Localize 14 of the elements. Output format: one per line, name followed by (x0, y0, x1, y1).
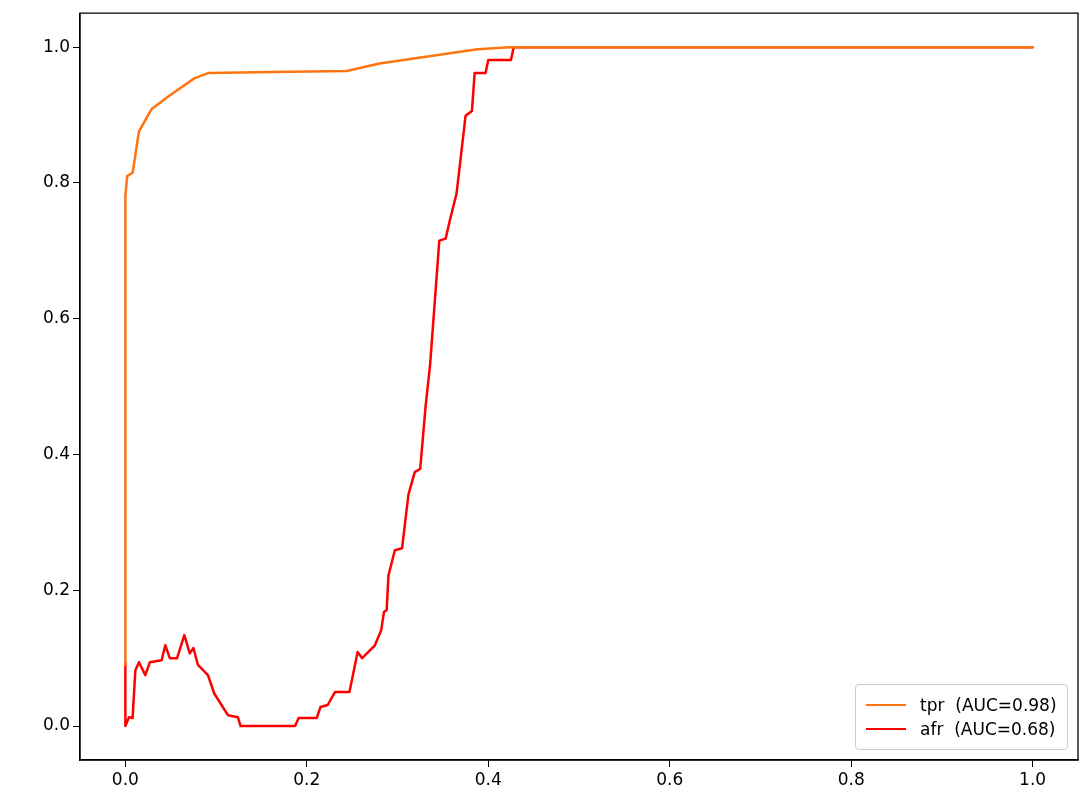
legend-label: tpr (AUC=0.98) (919, 695, 1057, 715)
y-tick-label: 0.2 (42, 578, 70, 599)
x-tick-label: 0.0 (111, 768, 139, 789)
y-tick-label: 0.8 (42, 171, 70, 192)
x-tick-label: 0.6 (656, 768, 684, 789)
y-tick-label: 0.0 (42, 714, 70, 735)
x-tick-label: 0.2 (293, 768, 321, 789)
x-tick-label: 0.4 (474, 768, 502, 789)
y-tick-label: 0.6 (42, 307, 70, 328)
y-tick-label: 0.4 (42, 442, 70, 463)
x-tick-label: 1.0 (1019, 768, 1047, 789)
x-tick-label: 0.8 (837, 768, 865, 789)
y-tick-label: 1.0 (42, 35, 70, 56)
legend-label: afr (AUC=0.68) (919, 719, 1057, 739)
